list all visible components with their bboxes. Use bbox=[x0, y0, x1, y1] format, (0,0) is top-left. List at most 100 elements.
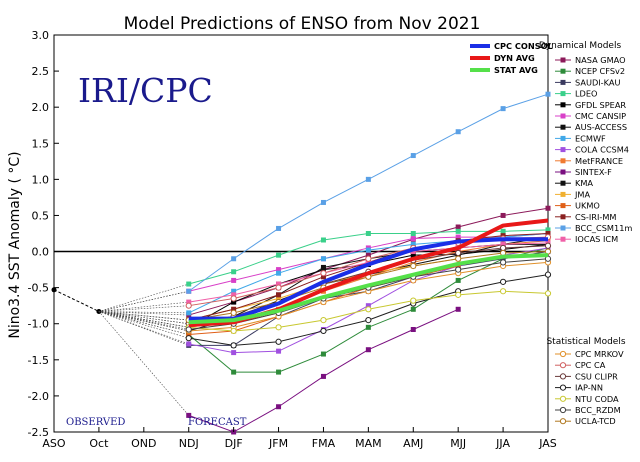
dyn-legend-marker bbox=[560, 135, 566, 141]
y-tick-label: 0.5 bbox=[32, 209, 50, 222]
spread-line bbox=[98, 301, 189, 312]
x-tick-label: JFM bbox=[268, 437, 288, 450]
series-point bbox=[500, 241, 506, 247]
y-tick-label: 3.0 bbox=[32, 29, 50, 42]
series-point bbox=[365, 231, 371, 236]
spread-line bbox=[98, 311, 189, 345]
dyn-legend-marker bbox=[560, 214, 566, 220]
series-point bbox=[231, 277, 237, 283]
dyn-legend-marker bbox=[560, 102, 566, 108]
avg-line-cpc-consol bbox=[188, 237, 548, 321]
avg-line-stat-avg bbox=[188, 253, 549, 325]
series-point bbox=[186, 310, 192, 316]
series-point bbox=[320, 264, 326, 270]
dyn-legend-label: ECMWF bbox=[575, 133, 606, 143]
spread-line bbox=[98, 290, 189, 312]
spread-line bbox=[98, 305, 189, 312]
dyn-legend-label: MetFRANCE bbox=[575, 156, 623, 166]
series-point bbox=[455, 249, 462, 257]
stat-legend-label: CSU CLIPR bbox=[575, 371, 618, 381]
series-point bbox=[455, 228, 461, 234]
series-point bbox=[186, 299, 192, 305]
series-point bbox=[231, 299, 237, 305]
spread-line bbox=[98, 311, 189, 321]
dyn-legend-label: CMC CANSIP bbox=[575, 111, 626, 121]
stat-legend-label: IAP-NN bbox=[575, 383, 603, 393]
series-point bbox=[275, 324, 282, 331]
series-point bbox=[544, 290, 552, 297]
series-point bbox=[365, 347, 371, 353]
series-point bbox=[544, 242, 552, 249]
series-point bbox=[410, 262, 417, 270]
spread-line bbox=[98, 311, 189, 335]
y-tick-label: -1.5 bbox=[28, 354, 49, 367]
series-ntu-coda bbox=[185, 288, 552, 335]
stat-legend-label: BCC_RZDM bbox=[575, 405, 621, 415]
stat-legend-label: CPC MRKOV bbox=[575, 349, 624, 359]
avg-legend-label: CPC CONSOL bbox=[494, 41, 553, 51]
stat-legend-marker bbox=[559, 362, 567, 369]
dyn-legend-label: JMA bbox=[574, 189, 590, 199]
series-point bbox=[455, 255, 462, 262]
series-point bbox=[455, 266, 462, 273]
x-tick-label: DJF bbox=[225, 437, 243, 450]
series-point bbox=[500, 228, 506, 234]
dynamical-legend-title: Dynamical Models bbox=[539, 41, 622, 51]
series-point bbox=[230, 342, 237, 349]
dyn-legend-marker bbox=[560, 236, 566, 242]
y-tick-label: 1.0 bbox=[32, 173, 50, 186]
series-point bbox=[410, 241, 416, 247]
series-point bbox=[410, 327, 416, 333]
series-point bbox=[455, 306, 461, 312]
dyn-legend-label: BCC_CSM11m bbox=[575, 223, 632, 233]
x-tick-label: JJA bbox=[495, 437, 510, 450]
y-tick-label: -2.0 bbox=[28, 390, 49, 403]
series-point bbox=[365, 317, 372, 324]
plot-frame bbox=[53, 34, 549, 433]
avg-legend-label: STAT AVG bbox=[494, 65, 538, 75]
y-tick-label: -1.0 bbox=[28, 318, 49, 331]
dyn-legend-marker bbox=[560, 113, 566, 119]
average-legend: CPC CONSOL DYN AVG STAT AVG bbox=[470, 41, 553, 75]
series-point bbox=[231, 369, 237, 375]
series-point bbox=[186, 281, 192, 287]
series-point bbox=[410, 153, 416, 159]
series-point bbox=[365, 259, 371, 265]
y-tick-label: 1.5 bbox=[32, 137, 50, 150]
series-bcc-csm11m bbox=[186, 91, 551, 294]
chart-title: Model Predictions of ENSO from Nov 2021 bbox=[124, 14, 481, 34]
stat-legend-marker bbox=[559, 373, 567, 380]
observed-line bbox=[53, 289, 100, 312]
series-point bbox=[320, 270, 327, 277]
series-point bbox=[186, 332, 192, 338]
series-point bbox=[185, 302, 192, 309]
x-tick-label: MJJ bbox=[450, 437, 466, 450]
series-point bbox=[365, 255, 372, 262]
dyn-legend-marker bbox=[560, 225, 566, 231]
dyn-legend-marker bbox=[560, 79, 566, 85]
series-point bbox=[365, 303, 371, 309]
series-point bbox=[500, 256, 506, 262]
x-tick-label: Oct bbox=[89, 437, 109, 450]
series-point bbox=[275, 338, 282, 345]
series-point bbox=[186, 288, 192, 294]
series-point bbox=[276, 281, 282, 287]
series-point bbox=[320, 256, 326, 262]
series-point bbox=[365, 324, 371, 330]
series-point bbox=[231, 256, 237, 262]
spread-line bbox=[98, 283, 189, 312]
x-axis-ticks: ASO Oct OND NDJ DJF JFM FMA MAM AMJ MJJ JJA JAS bbox=[42, 427, 557, 450]
series-point bbox=[545, 227, 551, 233]
series-point bbox=[185, 326, 192, 333]
series-point bbox=[365, 306, 372, 313]
stat-legend-marker bbox=[559, 350, 567, 358]
dyn-legend-label: GFDL SPEAR bbox=[575, 100, 626, 110]
series-point bbox=[276, 295, 282, 301]
series-point bbox=[365, 247, 371, 253]
series-point bbox=[410, 252, 416, 258]
dyn-legend-marker bbox=[560, 203, 566, 209]
series-point bbox=[410, 249, 416, 255]
series-point bbox=[500, 106, 506, 112]
